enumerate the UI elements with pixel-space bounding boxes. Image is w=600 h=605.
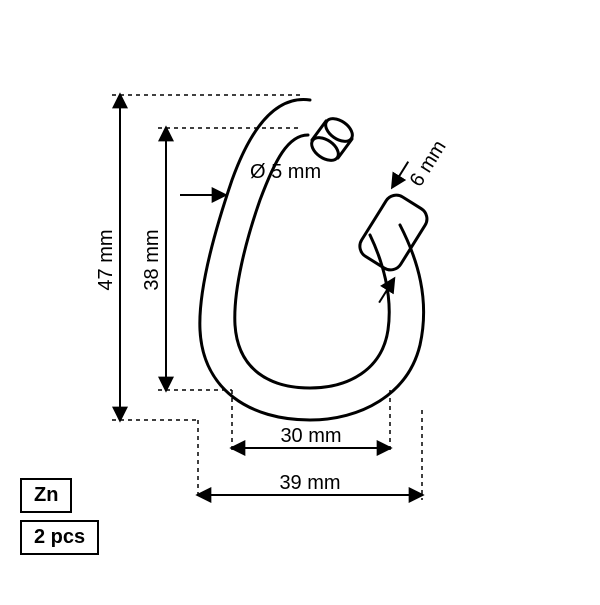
technical-diagram: 47 mm 38 mm Ø 5 mm 6 mm 30 mm 39 mm Zn 2… [0,0,600,600]
dimension-set: 47 mm 38 mm Ø 5 mm 6 mm 30 mm 39 mm [95,95,451,495]
extension-lines [112,95,422,500]
quick-link-body [200,100,432,420]
dim-inner-height: 38 mm [141,229,163,290]
dim-inner-width: 30 mm [280,425,341,447]
drawing-svg: 47 mm 38 mm Ø 5 mm 6 mm 30 mm 39 mm [0,0,600,600]
dim-outer-height: 47 mm [95,229,117,290]
dim-wire-diameter: Ø 5 mm [250,161,321,183]
dim-outer-width: 39 mm [279,472,340,494]
material-label: Zn [20,478,72,513]
quantity-label: 2 pcs [20,520,99,555]
dim-nut-width: 6 mm [406,137,451,191]
